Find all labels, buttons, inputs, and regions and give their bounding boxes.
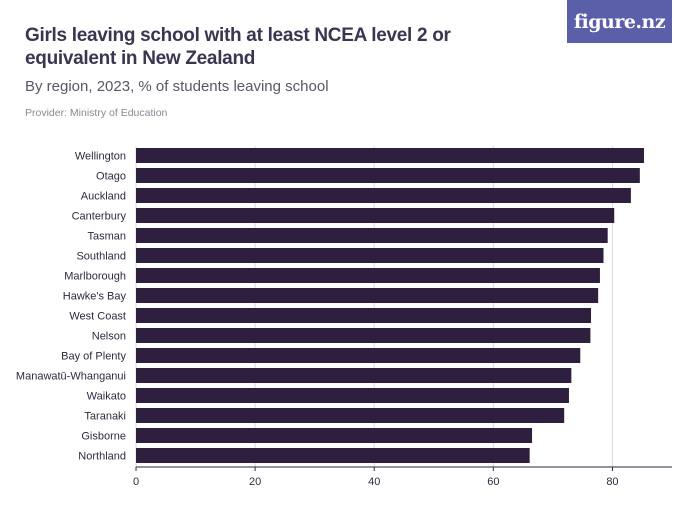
bar[interactable] — [136, 148, 645, 163]
category-label: Otago — [96, 171, 126, 183]
x-tick-label: 80 — [606, 476, 618, 488]
bars — [136, 148, 645, 463]
category-label: Tasman — [87, 231, 126, 243]
bar[interactable] — [136, 388, 569, 403]
bar[interactable] — [136, 248, 604, 263]
chart-subtitle: By region, 2023, % of students leaving s… — [25, 78, 329, 95]
category-label: Wellington — [75, 151, 126, 163]
bar[interactable] — [136, 268, 600, 283]
x-tick-label: 60 — [487, 476, 499, 488]
category-label: Auckland — [81, 191, 126, 203]
bar[interactable] — [136, 308, 592, 323]
x-axis: 0 20 40 60 80 — [133, 466, 672, 488]
bar[interactable] — [136, 408, 565, 423]
bar[interactable] — [136, 348, 581, 363]
bar[interactable] — [136, 188, 631, 203]
x-tick-label: 20 — [249, 476, 261, 488]
data-provider: Provider: Ministry of Education — [25, 107, 168, 119]
category-label: Canterbury — [72, 211, 127, 223]
category-label: West Coast — [69, 311, 126, 323]
category-label: Nelson — [92, 331, 126, 343]
chart-title: Girls leaving school with at least NCEA … — [25, 25, 451, 69]
bar[interactable] — [136, 368, 572, 383]
x-tick-label: 40 — [368, 476, 380, 488]
category-label: Waikato — [87, 391, 126, 403]
figure-nz-logo[interactable]: figure.nz — [567, 0, 672, 43]
category-label: Bay of Plenty — [61, 351, 126, 363]
bar[interactable] — [136, 168, 640, 183]
bar[interactable] — [136, 428, 533, 443]
logo-text: figure.nz — [573, 10, 666, 33]
bar[interactable] — [136, 328, 591, 343]
category-label: Northland — [78, 451, 126, 463]
bar[interactable] — [136, 448, 530, 463]
category-label: Marlborough — [64, 271, 126, 283]
x-tick-label: 0 — [133, 476, 139, 488]
category-label: Hawke's Bay — [63, 291, 127, 303]
category-label: Manawatū-Whanganui — [16, 371, 126, 383]
category-label: Southland — [76, 251, 126, 263]
bar[interactable] — [136, 208, 615, 223]
bar[interactable] — [136, 228, 608, 243]
category-labels: Wellington Otago Auckland Canterbury Tasman S… — [16, 151, 127, 463]
bar[interactable] — [136, 288, 599, 303]
category-label: Taranaki — [84, 411, 126, 423]
category-label: Gisborne — [81, 431, 126, 443]
